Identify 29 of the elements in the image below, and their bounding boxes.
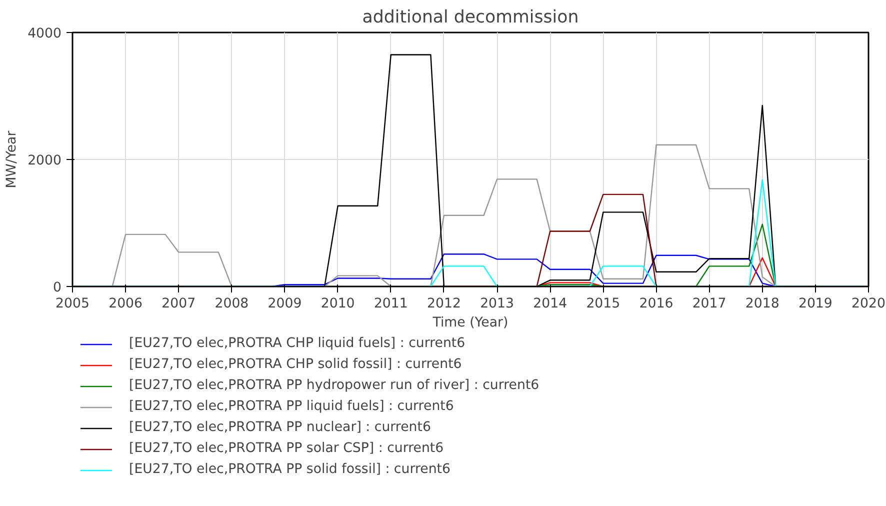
x-tick-label: 2005 <box>56 296 90 312</box>
x-tick-label: 2016 <box>639 296 674 312</box>
legend-label: [EU27,TO elec,PROTRA PP solar CSP] : current6 <box>129 441 444 456</box>
x-tick-label: 2018 <box>745 296 780 312</box>
y-tick-label: 0 <box>53 280 62 296</box>
legend-label: [EU27,TO elec,PROTRA PP solid fossil] : current6 <box>129 462 450 477</box>
x-tick-label: 2008 <box>214 296 249 312</box>
y-tick-label: 4000 <box>28 26 62 42</box>
x-tick-label: 2007 <box>162 296 196 312</box>
legend-label: [EU27,TO elec,PROTRA PP nuclear] : current6 <box>129 420 431 435</box>
y-axis-title: MW/Year <box>4 130 20 188</box>
x-tick-label: 2019 <box>798 296 832 312</box>
x-tick-label: 2009 <box>268 296 302 312</box>
x-tick-label: 2015 <box>586 296 620 312</box>
x-axis-title: Time (Year) <box>432 316 508 330</box>
legend-label: [EU27,TO elec,PROTRA CHP liquid fuels] : current6 <box>129 336 466 351</box>
x-tick-label: 2014 <box>533 296 568 312</box>
x-tick-label: 2013 <box>480 296 514 312</box>
x-tick-label: 2012 <box>427 296 461 312</box>
x-tick-label: 2011 <box>374 296 408 312</box>
x-tick-label: 2010 <box>320 296 355 312</box>
legend-label: [EU27,TO elec,PROTRA CHP solid fossil] : current6 <box>129 357 462 372</box>
x-tick-label: 2006 <box>108 296 143 312</box>
y-tick-label: 2000 <box>28 154 62 168</box>
legend-label: [EU27,TO elec,PROTRA PP liquid fuels] : current6 <box>129 399 454 414</box>
x-tick-label: 2017 <box>692 296 726 312</box>
chart-title: additional decommission <box>362 8 579 28</box>
x-tick-label: 2020 <box>852 296 886 312</box>
legend-label: [EU27,TO elec,PROTRA PP hydropower run of river] : current6 <box>129 378 540 393</box>
